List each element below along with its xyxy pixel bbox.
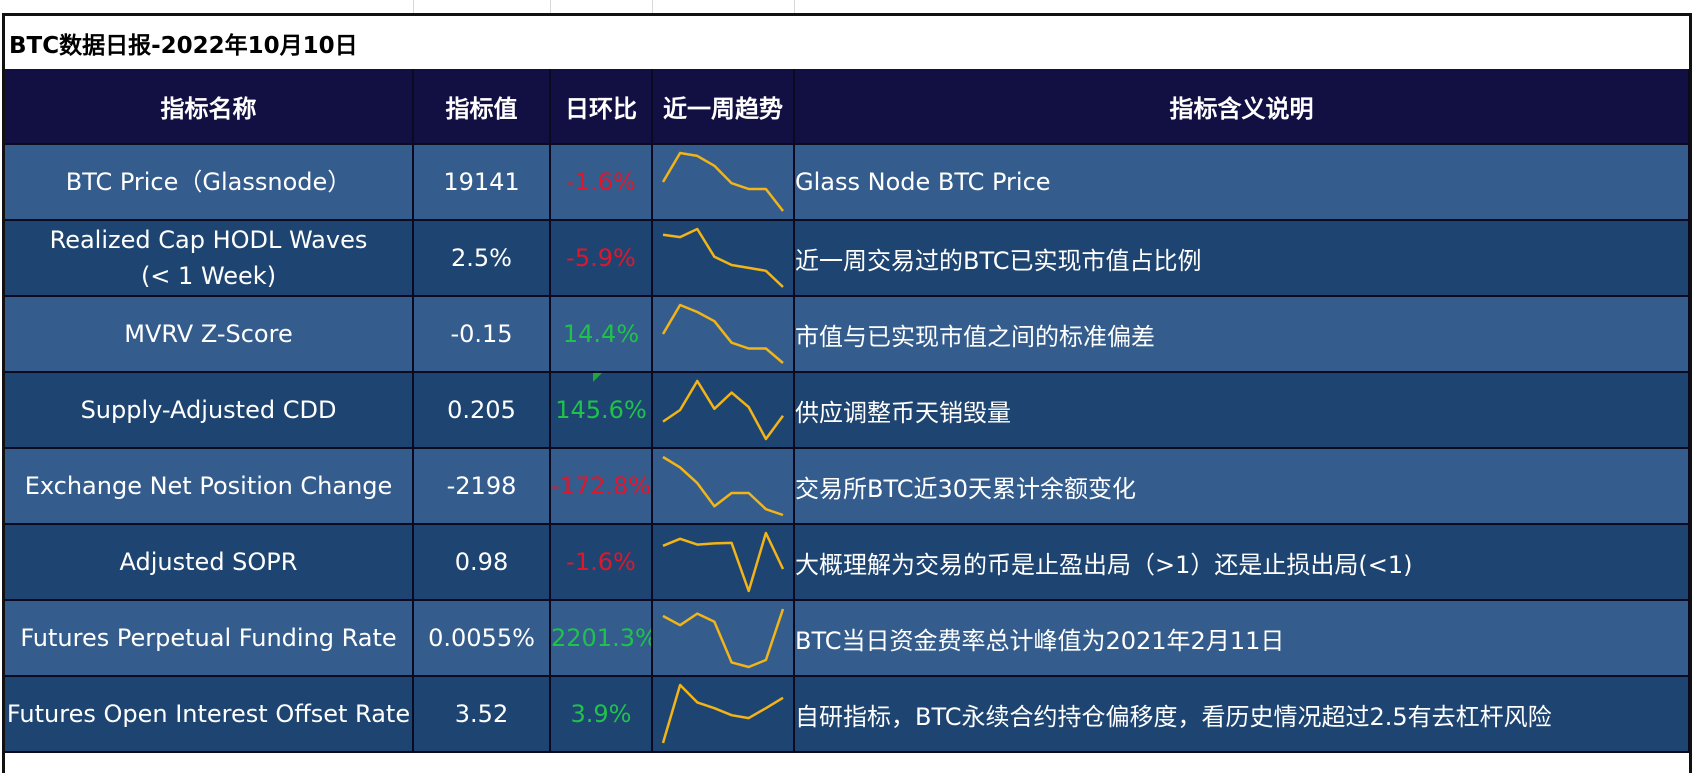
report-sheet [2, 13, 1692, 773]
metric-description: 近一周交易过的BTC已实现市值占比例 [794, 220, 1690, 297]
metric-name: MVRV Z-Score [5, 296, 414, 373]
sparkline-svg [662, 531, 785, 593]
metric-change: 2201.3% [550, 600, 653, 677]
metric-change: 14.4% [550, 296, 653, 373]
metrics-table: 指标名称 指标值 日环比 近一周趋势 指标含义说明 BTC Price（Glas… [5, 69, 1690, 753]
sparkline-svg [661, 683, 784, 744]
header-desc: 指标含义说明 [794, 69, 1690, 145]
metric-value: 0.98 [413, 524, 551, 601]
sparkline-series [662, 531, 785, 593]
metric-description: 市值与已实现市值之间的标准偏差 [794, 296, 1690, 373]
sparkline-series [661, 683, 784, 744]
sparkline-series [662, 608, 785, 669]
sparkline-svg [661, 151, 784, 212]
metric-name: Adjusted SOPR [5, 524, 414, 601]
metric-change: -5.9% [550, 220, 653, 297]
metric-sparkline [652, 524, 795, 601]
metric-sparkline [652, 448, 795, 525]
metric-name: Futures Open Interest Offset Rate [5, 676, 414, 753]
metric-change: 3.9% [550, 676, 653, 753]
sparkline-svg [662, 608, 785, 669]
table-row: BTC Price（Glassnode） 19141 -1.6% Glass N… [5, 144, 1690, 221]
metric-description: 大概理解为交易的币是止盈出局（>1）还是止损出局(<1) [794, 524, 1690, 601]
metric-name-line: Realized Cap HODL Waves [49, 226, 368, 254]
metric-name: BTC Price（Glassnode） [5, 144, 414, 221]
table-row: MVRV Z-Score -0.15 14.4% 市值与已实现市值之间的标准偏差 [5, 296, 1690, 373]
metric-change: -1.6% [550, 524, 653, 601]
sparkline-series [662, 379, 785, 441]
sheet-top-strip [0, 0, 1696, 14]
table-header-row: 指标名称 指标值 日环比 近一周趋势 指标含义说明 [5, 69, 1690, 145]
table-row: Futures Perpetual Funding Rate 0.0055% 2… [5, 600, 1690, 677]
metric-value: -0.15 [413, 296, 551, 373]
table-row: Realized Cap HODL Waves (< 1 Week) 2.5% … [5, 220, 1690, 297]
comment-marker-icon [593, 373, 602, 382]
metric-change: -172.8% [550, 448, 653, 525]
metric-description: BTC当日资金费率总计峰值为2021年2月11日 [794, 600, 1690, 677]
table-row: Futures Open Interest Offset Rate 3.52 3… [5, 676, 1690, 753]
report-title: BTC数据日报-2022年10月10日 [5, 16, 1689, 69]
metric-value: -2198 [413, 448, 551, 525]
header-value: 指标值 [413, 69, 551, 145]
metric-value: 2.5% [413, 220, 551, 297]
metric-value: 19141 [413, 144, 551, 221]
metric-name: Realized Cap HODL Waves (< 1 Week) [5, 220, 414, 297]
metric-description: 自研指标，BTC永续合约持仓偏移度，看历史情况超过2.5有去杠杆风险 [794, 676, 1690, 753]
sparkline-svg [662, 379, 785, 441]
metric-change: -1.6% [550, 144, 653, 221]
metric-sparkline [652, 676, 795, 753]
metric-value: 0.205 [413, 372, 551, 449]
header-trend: 近一周趋势 [652, 69, 795, 145]
metric-name: Futures Perpetual Funding Rate [5, 600, 414, 677]
metric-name: Exchange Net Position Change [5, 448, 414, 525]
sparkline-series [662, 455, 784, 517]
metric-value: 0.0055% [413, 600, 551, 677]
metric-name: Supply-Adjusted CDD [5, 372, 414, 449]
metric-name-line: (< 1 Week) [140, 262, 277, 290]
metric-change: 145.6% [550, 372, 653, 449]
metric-sparkline [652, 220, 795, 297]
metric-sparkline [652, 144, 795, 221]
metric-description: 供应调整币天销毁量 [794, 372, 1690, 449]
metric-sparkline [652, 600, 795, 677]
metric-sparkline [652, 372, 795, 449]
metric-description: 交易所BTC近30天累计余额变化 [794, 448, 1690, 525]
metric-sparkline [652, 296, 795, 373]
table-row: Adjusted SOPR 0.98 -1.6% 大概理解为交易的币是止盈出局（… [5, 524, 1690, 601]
sparkline-series [662, 227, 784, 288]
table-row: Exchange Net Position Change -2198 -172.… [5, 448, 1690, 525]
header-name: 指标名称 [5, 69, 414, 145]
metric-value: 3.52 [413, 676, 551, 753]
sparkline-svg [662, 455, 784, 517]
sparkline-series [661, 151, 784, 212]
header-change: 日环比 [550, 69, 653, 145]
sparkline-svg [662, 227, 784, 288]
sparkline-svg [661, 303, 784, 364]
table-row: Supply-Adjusted CDD 0.205 145.6% 供应调整币天销… [5, 372, 1690, 449]
metric-description: Glass Node BTC Price [794, 144, 1690, 221]
sparkline-series [661, 303, 784, 364]
